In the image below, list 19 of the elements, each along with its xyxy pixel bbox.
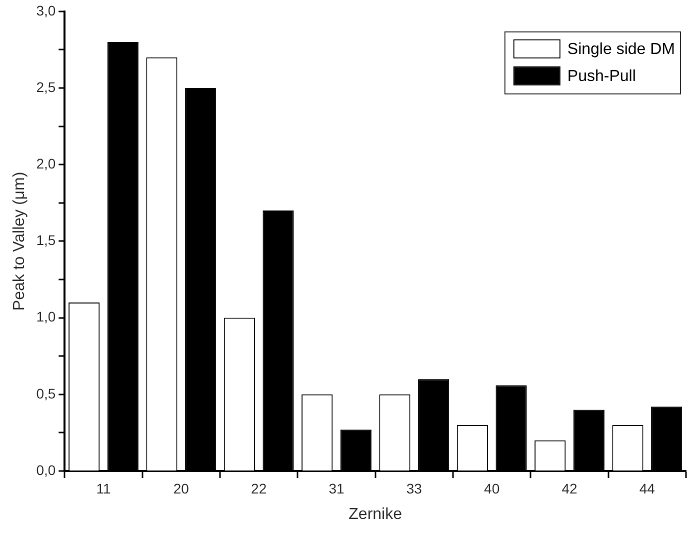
x-tick-label: 31 [328, 480, 344, 496]
legend-label: Push-Pull [567, 68, 636, 85]
y-tick-label: 1,5 [36, 232, 56, 248]
y-tick-label: 1,0 [36, 308, 56, 325]
x-tick-label: 40 [484, 480, 500, 496]
x-tick-label: 44 [639, 480, 656, 496]
y-tick-label: 0,0 [36, 462, 56, 478]
y-tick-label: 3,0 [36, 2, 56, 18]
x-axis-title: Zernike [348, 506, 402, 523]
y-axis-title: Peak to Valley (μm) [11, 172, 28, 311]
x-tick-label: 22 [251, 480, 267, 496]
x-tick-label: 42 [562, 480, 578, 496]
x-tick-label: 11 [96, 480, 111, 496]
y-tick-label: 2,5 [36, 78, 56, 95]
y-tick-label: 0,5 [36, 385, 56, 402]
x-tick-label: 20 [173, 480, 190, 496]
x-tick-label: 33 [406, 480, 422, 496]
y-tick-label: 2,0 [36, 155, 56, 172]
legend-label: Single side DM [567, 40, 676, 58]
